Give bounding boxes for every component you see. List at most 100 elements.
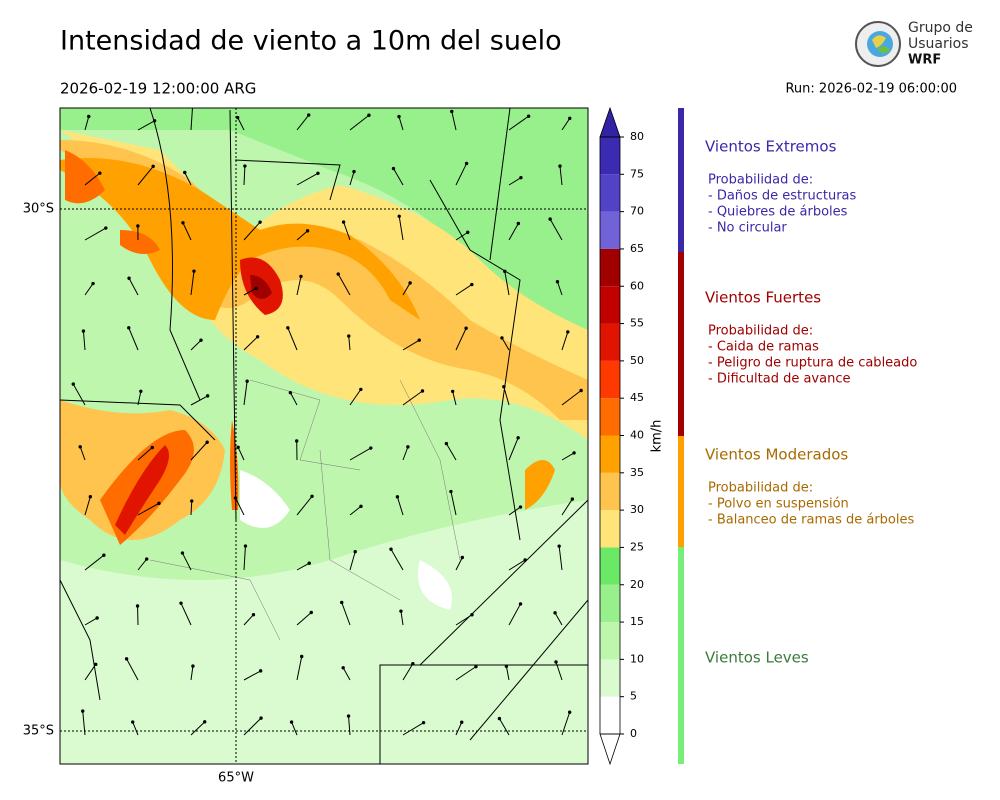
wind-arrow bbox=[341, 602, 351, 626]
wind-arrow-head bbox=[205, 394, 210, 398]
wind-arrow bbox=[561, 498, 573, 516]
wind-arrow-head bbox=[78, 445, 82, 449]
wind-arrow bbox=[296, 172, 319, 186]
wind-arrow bbox=[555, 661, 563, 681]
colorbar-tick-label: 75 bbox=[630, 167, 644, 180]
wind-arrow bbox=[84, 227, 107, 241]
wind-arrow bbox=[450, 491, 457, 516]
wind-arrow-head bbox=[497, 716, 502, 721]
wind-arrow-head bbox=[397, 114, 401, 119]
wind-arrow-head bbox=[555, 280, 560, 284]
wind-arrow-head bbox=[353, 550, 357, 554]
wind-arrow bbox=[508, 506, 521, 516]
wind-arrow-head bbox=[369, 446, 373, 450]
wind-arrow bbox=[402, 722, 424, 736]
wind-arrow bbox=[132, 721, 139, 736]
wind-arrow-head bbox=[395, 495, 400, 499]
wind-arrow-head bbox=[255, 335, 260, 339]
wind-arrow-head bbox=[127, 326, 131, 330]
legend-item: - Caida de ramas bbox=[708, 340, 819, 355]
wind-arrow-head bbox=[500, 336, 504, 340]
wind-arrow bbox=[243, 546, 246, 571]
wind-arrow bbox=[190, 108, 193, 131]
wind-arrow bbox=[504, 271, 510, 296]
wind-arrow-head bbox=[558, 164, 562, 168]
wind-arrow bbox=[499, 718, 510, 736]
wind-arrow-head bbox=[502, 385, 506, 389]
wind-arrow bbox=[84, 664, 97, 681]
wind-arrow-head bbox=[518, 602, 523, 606]
wind-arrow bbox=[72, 383, 86, 406]
wind-arrow-head bbox=[286, 326, 290, 330]
wind-arrow-head bbox=[417, 338, 421, 342]
wind-arrow bbox=[243, 287, 257, 296]
wind-arrow bbox=[349, 551, 356, 571]
colorbar-tick-label: 25 bbox=[630, 540, 644, 553]
wind-arrow bbox=[237, 117, 245, 131]
wind-arrow bbox=[549, 218, 563, 241]
wind-arrow bbox=[455, 614, 473, 626]
wind-arrow-head bbox=[340, 600, 344, 605]
wind-arrow bbox=[296, 562, 310, 571]
wind-arrow bbox=[455, 722, 463, 736]
title: Intensidad de viento a 10m del suelo bbox=[60, 26, 562, 57]
wind-arrow bbox=[508, 603, 521, 626]
colorbar-tick-label: 40 bbox=[630, 429, 644, 442]
wind-arrow bbox=[402, 390, 423, 406]
wind-arrow-head bbox=[307, 113, 311, 117]
wind-arrow-head bbox=[503, 269, 507, 274]
colorbar-bin bbox=[600, 323, 620, 361]
wind-arrow-head bbox=[391, 166, 396, 171]
wind-arrow bbox=[296, 230, 308, 241]
wind-arrow-head bbox=[71, 382, 75, 386]
legend-item: - Dificultad de avance bbox=[708, 372, 850, 387]
colorbar-tick-label: 5 bbox=[630, 690, 637, 703]
wind-arrow-head bbox=[95, 616, 99, 620]
wind-arrow-head bbox=[474, 664, 478, 669]
wind-arrow bbox=[184, 172, 192, 186]
wind-arrow bbox=[348, 716, 351, 736]
colorbar-bin bbox=[600, 584, 620, 623]
legend-title: Vientos Fuertes bbox=[705, 289, 821, 307]
wind-arrow-head bbox=[139, 389, 143, 393]
wind-arrow-head bbox=[352, 169, 356, 174]
colorbar-tick-label: 30 bbox=[630, 503, 644, 516]
wind-arrow-head bbox=[145, 557, 149, 561]
wind-arrow-head bbox=[309, 610, 313, 615]
map-frame bbox=[59, 107, 589, 765]
wind-arrow-head bbox=[526, 114, 531, 118]
wind-arrow-head bbox=[289, 720, 294, 724]
wind-arrow-head bbox=[151, 164, 155, 169]
wind-arrow bbox=[190, 339, 202, 351]
wind-arrow-head bbox=[94, 662, 98, 667]
wind-arrow-head bbox=[258, 220, 262, 224]
colorbar-tick-label: 50 bbox=[630, 354, 644, 367]
wind-arrow bbox=[451, 111, 457, 131]
wind-arrow bbox=[400, 611, 404, 626]
wind-arrow bbox=[561, 118, 571, 131]
wind-arrow bbox=[402, 339, 420, 351]
wind-arrow bbox=[508, 559, 526, 571]
wind-arrow bbox=[243, 336, 258, 351]
wind-arrow-head bbox=[87, 114, 91, 119]
wind-arrow-head bbox=[102, 553, 106, 557]
wind-arrow bbox=[190, 721, 206, 736]
wind-arrow bbox=[508, 223, 519, 241]
wind-arrow-head bbox=[336, 272, 340, 276]
wind-arrow bbox=[455, 557, 463, 571]
wind-arrow-head bbox=[136, 224, 140, 228]
wind-arrow bbox=[561, 331, 569, 351]
logo-text: Grupo de bbox=[908, 20, 973, 36]
wind-arrow bbox=[243, 221, 261, 241]
colorbar-tick-label: 35 bbox=[630, 466, 644, 479]
wind-arrow-head bbox=[152, 119, 157, 123]
wind-arrow bbox=[237, 447, 245, 461]
wind-arrow-head bbox=[367, 113, 371, 117]
wind-arrow bbox=[505, 666, 510, 681]
wind-arrow bbox=[349, 171, 355, 186]
colorbar-bin bbox=[600, 398, 620, 436]
wind-arrow-head bbox=[251, 613, 256, 617]
wind-arrow-head bbox=[516, 436, 520, 440]
